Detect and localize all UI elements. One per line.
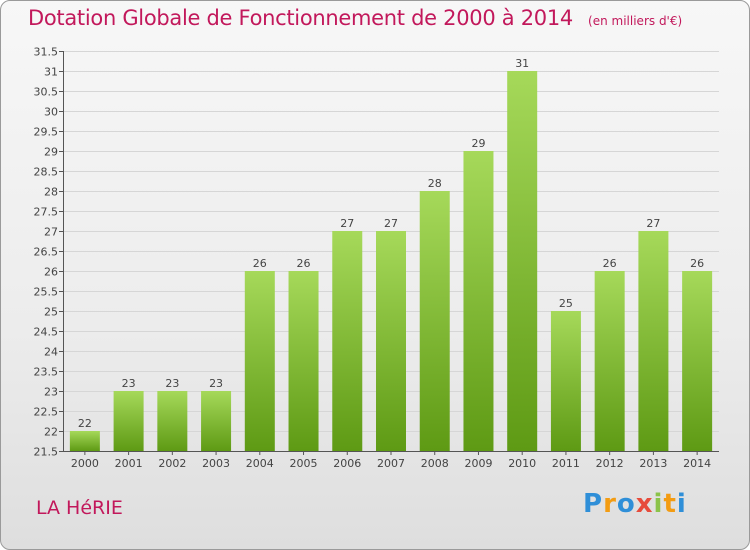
x-tick-label: 2008 <box>421 457 449 470</box>
y-tick-label: 30.5 <box>34 86 59 99</box>
logo-letter: t <box>663 489 677 519</box>
chart-title: Dotation Globale de Fonctionnement de 20… <box>28 6 573 30</box>
bar <box>376 231 406 451</box>
y-tick-label: 25.5 <box>34 286 59 299</box>
bar <box>69 431 100 451</box>
value-label: 23 <box>209 377 223 390</box>
y-tick-label: 30 <box>44 106 58 119</box>
value-label: 25 <box>559 297 573 310</box>
axes <box>63 51 719 452</box>
x-tick-label: 2009 <box>464 457 492 470</box>
y-tick-label: 31.5 <box>34 46 59 59</box>
value-label: 22 <box>78 417 92 430</box>
bar <box>332 231 363 451</box>
y-axis-ticks: 21.5 22 22.5 23 23.5 24 24.5 25 25.5 26 26.5 27 27.5… <box>34 46 63 459</box>
y-tick-label: 27 <box>44 226 58 239</box>
logo-letter: P <box>583 489 604 519</box>
x-tick-label: 2001 <box>115 457 143 470</box>
y-tick-label: 23 <box>44 386 58 399</box>
value-label: 26 <box>253 257 267 270</box>
logo-letter: i <box>676 489 687 519</box>
x-tick-label: 2005 <box>290 457 318 470</box>
x-tick-label: 2012 <box>596 457 624 470</box>
bar <box>594 271 625 451</box>
y-tick-label: 26.5 <box>34 246 59 259</box>
x-tick-label: 2004 <box>246 457 274 470</box>
x-tick-label: 2003 <box>202 457 230 470</box>
value-label: 31 <box>515 57 529 70</box>
bars <box>69 71 713 451</box>
bar <box>201 391 232 451</box>
bar <box>550 311 581 451</box>
y-tick-label: 21.5 <box>34 446 59 459</box>
bar <box>244 271 275 451</box>
proxiti-logo: Proxiti <box>583 489 687 519</box>
x-tick-label: 2006 <box>333 457 361 470</box>
logo-letter: r <box>603 489 617 519</box>
y-tick-label: 26 <box>44 266 58 279</box>
y-tick-label: 27.5 <box>34 206 59 219</box>
y-tick-label: 25 <box>44 306 58 319</box>
bar <box>682 271 713 451</box>
bar <box>507 71 538 451</box>
value-label: 27 <box>340 217 354 230</box>
x-tick-label: 2011 <box>552 457 580 470</box>
value-label: 28 <box>428 177 442 190</box>
y-tick-label: 29 <box>44 146 58 159</box>
y-tick-label: 31 <box>44 66 58 79</box>
x-tick-label: 2014 <box>683 457 711 470</box>
x-tick-label: 2010 <box>508 457 536 470</box>
commune-name: LA HéRIE <box>36 497 123 519</box>
value-label: 27 <box>384 217 398 230</box>
y-tick-label: 22.5 <box>34 406 59 419</box>
value-label: 26 <box>690 257 704 270</box>
bar <box>113 391 144 451</box>
x-axis-ticks: 2000 2001 2002 2003 2004 2005 2006 2007 2008 2009… <box>71 451 711 470</box>
bar <box>288 271 319 451</box>
value-label: 26 <box>297 257 311 270</box>
bar <box>157 391 188 451</box>
x-tick-label: 2007 <box>377 457 405 470</box>
y-tick-label: 22 <box>44 426 58 439</box>
chart-unit: (en milliers d'€) <box>588 14 683 28</box>
chart-title-block: Dotation Globale de Fonctionnement de 20… <box>28 6 682 30</box>
value-label: 23 <box>122 377 136 390</box>
bar <box>638 231 669 451</box>
x-tick-label: 2000 <box>71 457 99 470</box>
bar <box>463 151 494 451</box>
y-tick-label: 23.5 <box>34 366 59 379</box>
bar <box>419 191 450 451</box>
y-tick-label: 29.5 <box>34 126 59 139</box>
x-tick-label: 2002 <box>158 457 186 470</box>
value-label: 26 <box>603 257 617 270</box>
x-tick-label: 2013 <box>639 457 667 470</box>
logo-letter: i <box>653 489 664 519</box>
logo-letter: o <box>616 489 636 519</box>
y-tick-label: 28 <box>44 186 58 199</box>
y-tick-label: 24.5 <box>34 326 59 339</box>
y-tick-label: 28.5 <box>34 166 59 179</box>
value-label: 29 <box>471 137 485 150</box>
logo-letter: x <box>635 489 654 519</box>
value-labels: 22 23 23 23 26 26 27 27 28 29 31 25 26 27 26 <box>78 57 704 430</box>
value-label: 23 <box>165 377 179 390</box>
value-label: 27 <box>646 217 660 230</box>
y-tick-label: 24 <box>44 346 58 359</box>
